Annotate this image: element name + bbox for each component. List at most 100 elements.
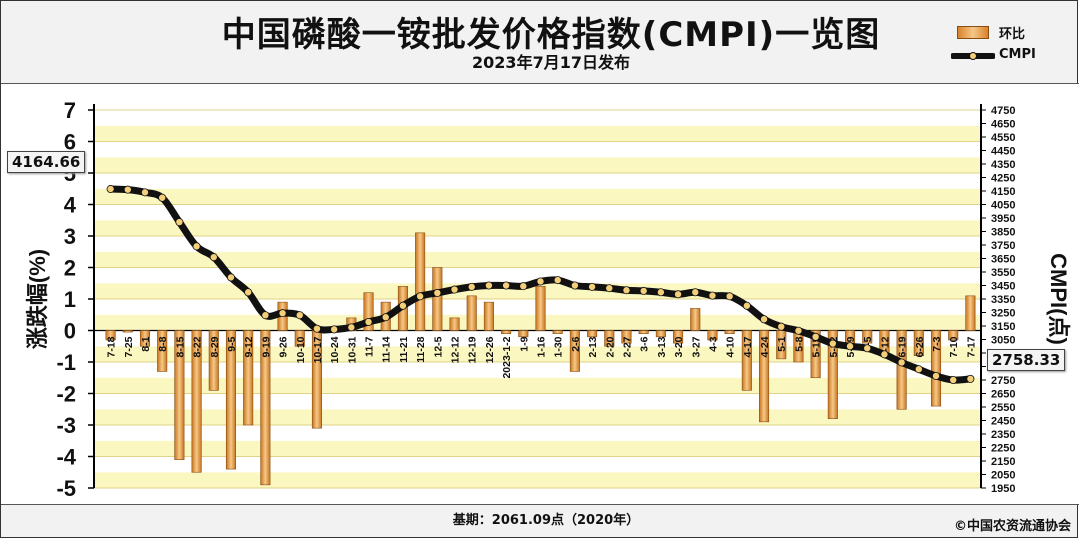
y-right-tick-label: 2750: [991, 375, 1015, 387]
cmpi-point: [226, 273, 235, 282]
cmpi-point: [777, 322, 786, 331]
y-right-tick-label: 4350: [991, 159, 1015, 171]
bar: [139, 330, 151, 347]
cmpi-point: [209, 253, 218, 262]
x-tick-label: 11-21: [398, 336, 410, 362]
y-right-tick-label: 4550: [991, 132, 1015, 144]
bar: [690, 308, 701, 331]
bar: [759, 330, 770, 423]
cmpi-point: [622, 286, 631, 295]
bar: [294, 330, 305, 347]
background-band: [94, 157, 981, 173]
y-right-tick-label: 4650: [991, 119, 1015, 131]
cmpi-point: [588, 282, 597, 291]
bar: [673, 330, 684, 344]
cmpi-point: [794, 326, 803, 335]
bar: [930, 330, 942, 407]
cmpi-point: [605, 284, 614, 293]
bar: [157, 330, 168, 372]
y-right-tick-label: 3150: [991, 321, 1015, 333]
cmpi-point: [347, 323, 356, 332]
x-tick-label: 3-27: [690, 336, 702, 357]
chart-subtitle: 2023年7月17日发布: [472, 53, 630, 72]
bar: [810, 330, 821, 379]
cmpi-point: [897, 358, 906, 367]
cmpi-point: [914, 365, 923, 374]
y-left-tick-label: -4: [56, 445, 76, 470]
cmpi-point: [691, 288, 700, 297]
x-tick-label: 9-12: [243, 336, 255, 357]
x-tick-label: 10-17: [312, 336, 324, 363]
bar: [535, 286, 546, 331]
x-tick-label: 8-15: [174, 336, 186, 357]
x-tick-label: 6-19: [897, 336, 909, 357]
x-tick-label: 12-12: [450, 336, 462, 363]
y-left-tick-label: -1: [56, 350, 76, 375]
cmpi-point: [639, 286, 648, 295]
cmpi-point: [846, 342, 855, 351]
x-tick-label: 12-19: [467, 336, 479, 363]
y-right-tick-label: 2550: [991, 402, 1015, 414]
y-left-tick-label: -5: [56, 476, 76, 501]
x-tick-label: 10-10: [295, 336, 307, 363]
y-right-tick-label: 4450: [991, 146, 1015, 158]
background-band: [94, 125, 981, 142]
background-band: [94, 251, 981, 268]
bar: [208, 330, 219, 391]
bar: [225, 330, 236, 470]
bar: [741, 330, 752, 391]
y-right-tick-label: 3250: [991, 308, 1015, 320]
y-left-tick-label: 3: [64, 224, 76, 249]
y-right-tick-label: 3750: [991, 240, 1015, 252]
bar: [827, 330, 838, 419]
y-right-tick-label: 3550: [991, 267, 1015, 279]
bar: [243, 330, 254, 426]
background-band: [94, 456, 981, 473]
x-tick-label: 11-14: [381, 336, 393, 362]
cmpi-point: [949, 375, 958, 384]
x-tick-label: 8-22: [192, 336, 204, 357]
x-tick-label: 12-26: [484, 336, 496, 363]
bar: [191, 330, 202, 473]
x-tick-label: 2-13: [587, 336, 599, 357]
y-left-tick-label: -3: [56, 413, 76, 438]
y-right-tick-label: 2450: [991, 416, 1015, 428]
y-right-tick-label: 1950: [991, 483, 1015, 495]
bar: [432, 267, 443, 331]
x-tick-label: 2023-1-2: [501, 336, 513, 378]
x-tick-label: 2-20: [604, 336, 616, 357]
cmpi-point: [828, 339, 837, 348]
cmpi-point: [932, 371, 941, 380]
cmpi-point: [570, 281, 579, 290]
x-tick-label: 9-5: [226, 336, 238, 351]
copyright: ©中国农资流通协会: [953, 519, 1071, 534]
bar: [415, 232, 426, 331]
x-tick-label: 2-27: [621, 336, 633, 357]
bar: [569, 330, 580, 372]
background-band: [94, 173, 981, 189]
y-right-tick-label: 4150: [991, 186, 1015, 198]
background-band: [94, 141, 981, 158]
bar: [174, 330, 185, 460]
x-tick-label: 3-6: [639, 336, 651, 351]
cmpi-point: [966, 374, 975, 383]
cmpi-point: [364, 317, 373, 326]
cmpi-point: [725, 292, 734, 301]
cmpi-point: [244, 288, 253, 297]
bar: [604, 330, 615, 347]
y-right-tick-label: 3650: [991, 254, 1015, 266]
cmpi-point: [330, 325, 339, 334]
bar: [552, 330, 563, 334]
y-left-tick-label: -2: [56, 382, 76, 407]
bar: [621, 330, 632, 344]
x-tick-label: 8-1: [140, 336, 152, 351]
y-right-tick-label: 3950: [991, 213, 1015, 225]
x-tick-label: 8-29: [209, 336, 221, 357]
y-left-tick-label: 1: [64, 287, 76, 312]
y-right-axis-title: CMPI(点): [1046, 253, 1071, 345]
y-left-tick-label: 0: [64, 319, 76, 344]
background-band: [94, 220, 981, 236]
cmpi-point: [502, 281, 511, 290]
y-left-tick-label: 4: [64, 193, 77, 218]
legend-line-label: CMPI: [999, 47, 1036, 62]
